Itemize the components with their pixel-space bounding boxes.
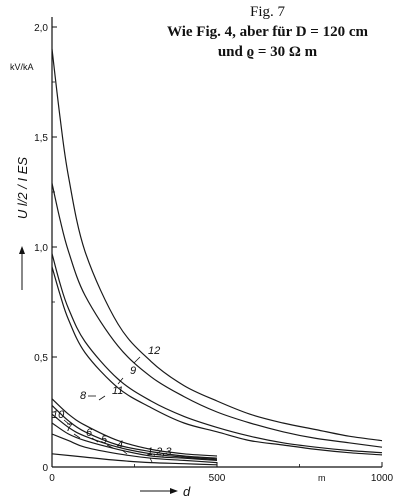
x-unit-label: m [318, 473, 326, 483]
chart-title: Fig. 7 Wie Fig. 4, aber für D = 120 cm u… [150, 3, 385, 62]
x-tick-label: 1000 [371, 473, 394, 484]
title-line-2: Wie Fig. 4, aber für D = 120 cm [166, 24, 369, 40]
y-axis-arrowhead [19, 246, 25, 254]
series-line-12 [51, 48, 383, 442]
x-axis-arrowhead [170, 488, 178, 494]
curve-label-10: 10 [52, 409, 65, 421]
curve-label-1-2-3: 1,2,3 [147, 446, 172, 458]
y-tick-label: 0 [42, 463, 48, 474]
series-line-7 [51, 404, 218, 459]
y-tick-label: 2,0 [34, 23, 48, 34]
title-line-1: Fig. 7 [249, 4, 285, 20]
y-unit-label: kV/kA [10, 62, 34, 72]
curve-label-4: 4 [117, 439, 123, 451]
series-line-1-2-3 [51, 453, 218, 466]
curve-label-leader [149, 457, 153, 463]
x-axis-label: d [183, 484, 191, 499]
series-line-9 [51, 183, 383, 448]
curve-label-8: 8 [80, 390, 87, 402]
y-tick-label: 1,5 [34, 133, 48, 144]
curve-label-12: 12 [148, 345, 160, 357]
y-tick-label: 1,0 [34, 243, 48, 254]
curve-label-leader [73, 433, 81, 439]
series-line-6 [51, 413, 218, 460]
title-line-3: und ϱ = 30 Ω m [217, 44, 318, 60]
x-tick-label: 0 [49, 473, 55, 484]
curve-label-leader [121, 449, 128, 455]
curve-label-leader [133, 356, 141, 364]
curve-label-7: 7 [66, 422, 73, 434]
curve-label-leader [117, 377, 124, 385]
curve-label-leader [63, 419, 71, 426]
curve-label-9: 9 [130, 365, 136, 377]
curve-label-11: 11 [112, 385, 123, 397]
series-line-11 [51, 253, 383, 454]
series-line-8 [51, 266, 383, 456]
series-line-5 [51, 422, 218, 461]
curve-label-6: 6 [86, 427, 93, 439]
curve-label-leader [91, 437, 99, 443]
curve-label-5: 5 [101, 434, 108, 446]
curve-label-leader [106, 444, 114, 449]
series-line-10 [51, 398, 218, 457]
x-tick-label: 500 [209, 473, 226, 484]
series-line-4 [51, 433, 218, 464]
curve-label-leader [98, 395, 106, 401]
y-tick-label: 0,5 [34, 353, 48, 364]
y-axis-label: U l/2 / I ES [15, 157, 30, 219]
